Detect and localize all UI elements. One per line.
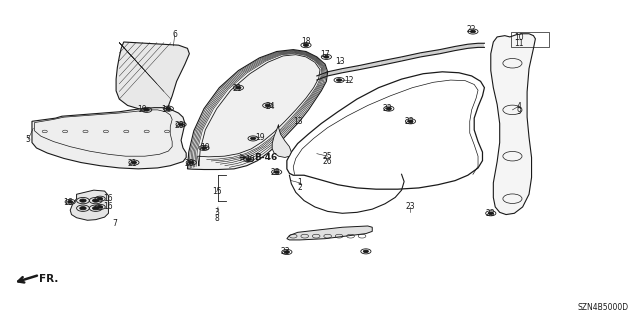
Text: 20: 20 (175, 121, 184, 130)
Text: 19: 19 (245, 155, 255, 164)
Circle shape (265, 104, 270, 107)
Circle shape (364, 250, 369, 252)
Text: 25: 25 (323, 152, 332, 161)
Text: 23: 23 (271, 168, 280, 177)
Circle shape (408, 120, 413, 123)
Bar (511, 32, 549, 47)
Polygon shape (381, 57, 401, 66)
Text: 13: 13 (293, 117, 303, 126)
Circle shape (80, 199, 86, 202)
Text: 23: 23 (280, 247, 290, 256)
Circle shape (93, 207, 99, 210)
Text: 16: 16 (63, 198, 73, 207)
Text: 10: 10 (514, 33, 524, 42)
Polygon shape (401, 53, 420, 61)
Circle shape (93, 199, 99, 202)
Circle shape (179, 123, 184, 126)
Text: 19: 19 (200, 143, 210, 152)
Polygon shape (491, 34, 536, 215)
Polygon shape (116, 42, 189, 111)
Polygon shape (272, 124, 291, 157)
Text: 7: 7 (113, 219, 117, 228)
Text: 2: 2 (297, 183, 302, 192)
Circle shape (246, 158, 251, 161)
Polygon shape (32, 108, 186, 169)
Text: 26: 26 (323, 157, 332, 166)
Text: 14: 14 (161, 105, 171, 114)
Polygon shape (455, 44, 468, 51)
Circle shape (274, 171, 279, 173)
Circle shape (98, 197, 102, 200)
Text: 16: 16 (104, 203, 113, 212)
Text: 13: 13 (335, 57, 345, 66)
Circle shape (144, 108, 149, 111)
Circle shape (68, 201, 73, 203)
Circle shape (387, 107, 392, 110)
Text: 21: 21 (127, 159, 137, 168)
Text: FR.: FR. (40, 274, 59, 284)
Circle shape (250, 137, 255, 140)
Circle shape (131, 161, 136, 164)
Text: 6: 6 (172, 30, 177, 39)
Circle shape (236, 86, 241, 89)
Text: 19: 19 (137, 105, 147, 114)
Circle shape (202, 147, 207, 149)
Text: 5: 5 (26, 135, 31, 144)
Text: 23: 23 (406, 203, 415, 212)
Circle shape (488, 212, 493, 215)
Polygon shape (328, 69, 342, 76)
Polygon shape (188, 50, 328, 170)
Text: 11: 11 (514, 39, 524, 48)
Text: 8: 8 (214, 214, 219, 223)
Circle shape (166, 107, 171, 110)
Text: 17: 17 (320, 50, 330, 59)
Text: 22: 22 (467, 25, 476, 34)
Polygon shape (287, 226, 372, 240)
Circle shape (470, 30, 476, 33)
Text: 3: 3 (214, 208, 220, 217)
Text: 12: 12 (344, 76, 353, 84)
Text: 16: 16 (104, 194, 113, 203)
Polygon shape (317, 72, 328, 80)
Polygon shape (420, 50, 440, 57)
Text: 21: 21 (232, 84, 242, 93)
Polygon shape (342, 66, 360, 73)
Text: 23: 23 (486, 209, 495, 218)
Polygon shape (360, 61, 381, 69)
Polygon shape (440, 46, 455, 54)
Text: 23: 23 (382, 104, 392, 113)
Circle shape (98, 206, 102, 208)
Text: 4: 4 (516, 101, 521, 111)
Text: 1: 1 (297, 178, 302, 187)
Polygon shape (478, 43, 484, 47)
Circle shape (189, 161, 194, 164)
Text: 24: 24 (266, 101, 275, 111)
Text: 23: 23 (404, 117, 414, 126)
Text: 9: 9 (516, 107, 521, 116)
Circle shape (337, 79, 342, 81)
Text: B-46: B-46 (254, 153, 278, 162)
Text: SZN4B5000D: SZN4B5000D (578, 303, 629, 312)
Text: 20: 20 (184, 159, 194, 168)
Polygon shape (468, 43, 478, 48)
Circle shape (80, 207, 86, 210)
Text: 19: 19 (255, 133, 265, 142)
Circle shape (303, 44, 308, 46)
Polygon shape (70, 190, 108, 220)
Circle shape (284, 251, 289, 253)
Circle shape (324, 56, 329, 58)
Text: 15: 15 (212, 187, 221, 196)
Text: 18: 18 (301, 37, 311, 46)
